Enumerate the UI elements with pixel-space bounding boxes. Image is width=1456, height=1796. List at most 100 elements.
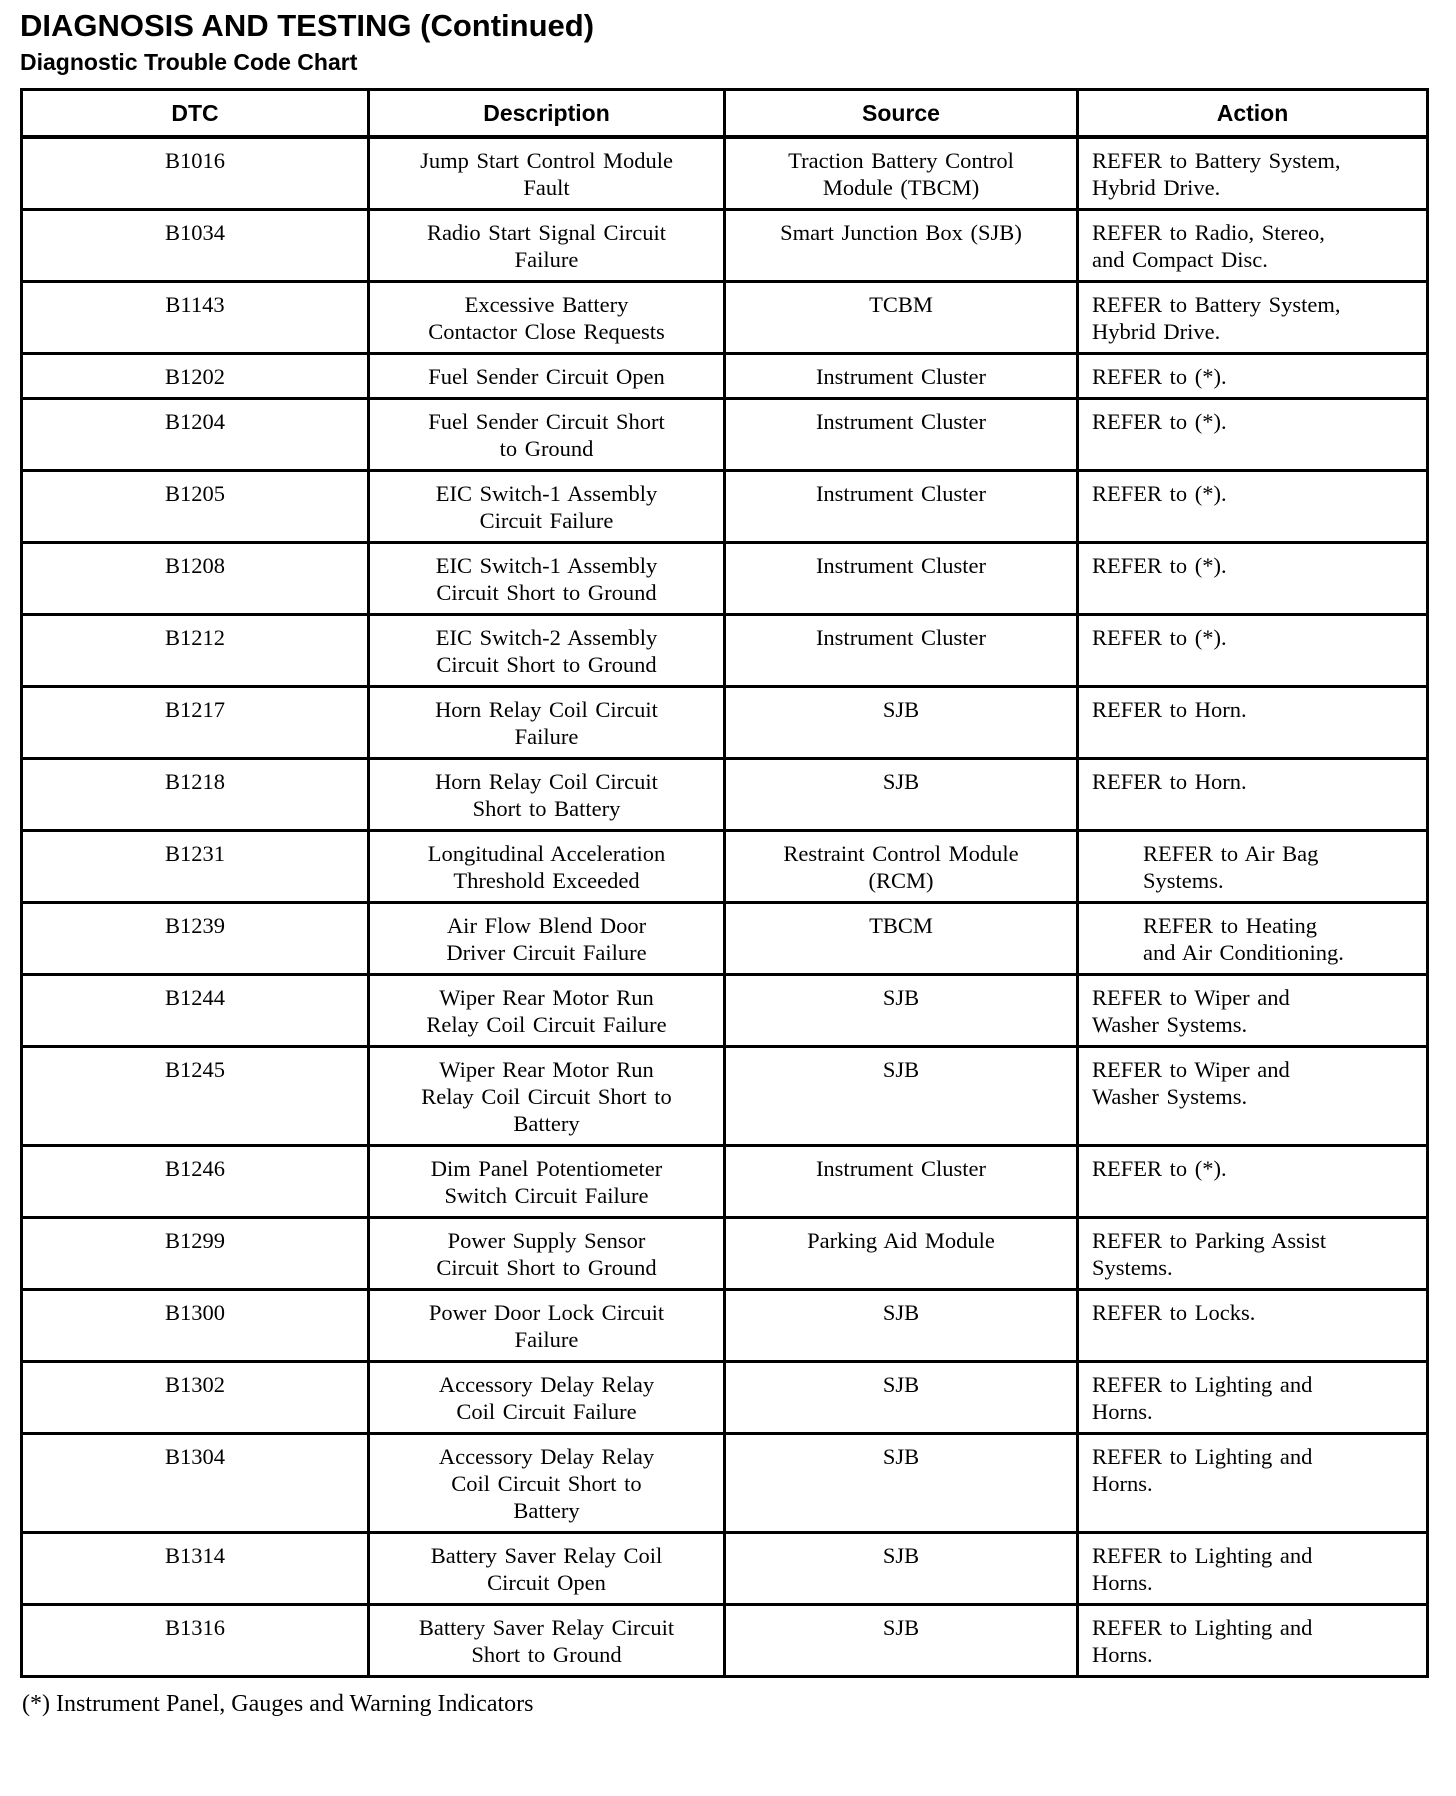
dtc-code-cell: B1244 [20,973,370,1048]
action-cell: REFER to Lighting and Horns. [1076,1432,1429,1534]
source-cell: Smart Junction Box (SJB) [723,208,1079,283]
dtc-code-cell: B1231 [20,829,370,904]
action-cell: REFER to Heating and Air Conditioning. [1076,901,1429,976]
description-cell: Longitudinal Acceleration Threshold Exce… [367,829,726,904]
description-cell: EIC Switch-1 Assembly Circuit Short to G… [367,541,726,616]
description-cell: Wiper Rear Motor Run Relay Coil Circuit … [367,1045,726,1147]
source-cell: TCBM [723,280,1079,355]
table-row: B1205 EIC Switch-1 Assembly Circuit Fail… [20,469,1429,544]
source-cell: SJB [723,1288,1079,1363]
description-cell: Excessive Battery Contactor Close Reques… [367,280,726,355]
description-cell: Accessory Delay Relay Coil Circuit Short… [367,1432,726,1534]
dtc-code-cell: B1246 [20,1144,370,1219]
table-row: B1300 Power Door Lock Circuit Failure SJ… [20,1288,1429,1363]
column-header-action: Action [1076,88,1429,139]
table-body: B1016 Jump Start Control Module Fault Tr… [20,135,1429,1678]
source-cell: Instrument Cluster [723,352,1079,400]
description-cell: EIC Switch-2 Assembly Circuit Short to G… [367,613,726,688]
action-cell: REFER to Horn. [1076,685,1429,760]
source-cell: SJB [723,1360,1079,1435]
source-cell: SJB [723,1603,1079,1678]
source-cell: Traction Battery Control Module (TBCM) [723,135,1079,211]
action-cell: REFER to (*). [1076,469,1429,544]
table-row: B1143 Excessive Battery Contactor Close … [20,280,1429,355]
source-cell: SJB [723,1045,1079,1147]
dtc-code-cell: B1218 [20,757,370,832]
source-cell: Instrument Cluster [723,613,1079,688]
action-cell: REFER to Lighting and Horns. [1076,1603,1429,1678]
page-title: DIAGNOSIS AND TESTING (Continued) [20,8,595,43]
dtc-code-cell: B1302 [20,1360,370,1435]
dtc-code-cell: B1299 [20,1216,370,1291]
table-row: B1246 Dim Panel Potentiometer Switch Cir… [20,1144,1429,1219]
action-cell: REFER to Radio, Stereo, and Compact Disc… [1076,208,1429,283]
column-header-source: Source [723,88,1079,139]
table-row: B1231 Longitudinal Acceleration Threshol… [20,829,1429,904]
source-cell: SJB [723,685,1079,760]
action-cell: REFER to Air Bag Systems. [1076,829,1429,904]
column-header-dtc: DTC [20,88,370,139]
description-cell: Accessory Delay Relay Coil Circuit Failu… [367,1360,726,1435]
dtc-code-cell: B1204 [20,397,370,472]
description-cell: Horn Relay Coil Circuit Short to Battery [367,757,726,832]
action-cell: REFER to Battery System, Hybrid Drive. [1076,280,1429,355]
dtc-code-cell: B1314 [20,1531,370,1606]
table-row: B1239 Air Flow Blend Door Driver Circuit… [20,901,1429,976]
table-row: B1212 EIC Switch-2 Assembly Circuit Shor… [20,613,1429,688]
footnote: (*) Instrument Panel, Gauges and Warning… [22,1691,534,1717]
dtc-code-cell: B1316 [20,1603,370,1678]
action-cell: REFER to Lighting and Horns. [1076,1360,1429,1435]
action-cell: REFER to Wiper and Washer Systems. [1076,1045,1429,1147]
source-cell: Restraint Control Module (RCM) [723,829,1079,904]
description-cell: Horn Relay Coil Circuit Failure [367,685,726,760]
source-cell: TBCM [723,901,1079,976]
diagnostic-trouble-code-table: DTC Description Source Action B1016 Jump… [20,88,1429,1678]
description-cell: Power Supply Sensor Circuit Short to Gro… [367,1216,726,1291]
action-cell: REFER to (*). [1076,613,1429,688]
dtc-code-cell: B1205 [20,469,370,544]
source-cell: SJB [723,973,1079,1048]
table-row: B1034 Radio Start Signal Circuit Failure… [20,208,1429,283]
description-cell: Radio Start Signal Circuit Failure [367,208,726,283]
table-row: B1244 Wiper Rear Motor Run Relay Coil Ci… [20,973,1429,1048]
action-cell: REFER to Parking Assist Systems. [1076,1216,1429,1291]
description-cell: Battery Saver Relay Circuit Short to Gro… [367,1603,726,1678]
source-cell: SJB [723,1432,1079,1534]
table-row: B1208 EIC Switch-1 Assembly Circuit Shor… [20,541,1429,616]
table-row: B1304 Accessory Delay Relay Coil Circuit… [20,1432,1429,1534]
table-row: B1245 Wiper Rear Motor Run Relay Coil Ci… [20,1045,1429,1147]
dtc-code-cell: B1239 [20,901,370,976]
action-cell: REFER to Battery System, Hybrid Drive. [1076,135,1429,211]
table-row: B1016 Jump Start Control Module Fault Tr… [20,135,1429,211]
dtc-code-cell: B1217 [20,685,370,760]
action-cell: REFER to (*). [1076,397,1429,472]
dtc-code-cell: B1300 [20,1288,370,1363]
action-cell: REFER to Lighting and Horns. [1076,1531,1429,1606]
description-cell: Fuel Sender Circuit Short to Ground [367,397,726,472]
action-cell: REFER to (*). [1076,352,1429,400]
dtc-code-cell: B1304 [20,1432,370,1534]
source-cell: Instrument Cluster [723,1144,1079,1219]
description-cell: Wiper Rear Motor Run Relay Coil Circuit … [367,973,726,1048]
source-cell: Instrument Cluster [723,469,1079,544]
description-cell: EIC Switch-1 Assembly Circuit Failure [367,469,726,544]
dtc-code-cell: B1143 [20,280,370,355]
table-row: B1202 Fuel Sender Circuit Open Instrumen… [20,352,1429,400]
dtc-code-cell: B1016 [20,135,370,211]
column-header-description: Description [367,88,726,139]
description-cell: Battery Saver Relay Coil Circuit Open [367,1531,726,1606]
dtc-code-cell: B1245 [20,1045,370,1147]
description-cell: Jump Start Control Module Fault [367,135,726,211]
source-cell: SJB [723,757,1079,832]
action-cell: REFER to Horn. [1076,757,1429,832]
description-cell: Dim Panel Potentiometer Switch Circuit F… [367,1144,726,1219]
table-row: B1316 Battery Saver Relay Circuit Short … [20,1603,1429,1678]
table-row: B1217 Horn Relay Coil Circuit Failure SJ… [20,685,1429,760]
action-cell: REFER to (*). [1076,1144,1429,1219]
table-header: DTC Description Source Action [20,88,1429,139]
table-row: B1218 Horn Relay Coil Circuit Short to B… [20,757,1429,832]
table-row: B1302 Accessory Delay Relay Coil Circuit… [20,1360,1429,1435]
table-row: B1204 Fuel Sender Circuit Short to Groun… [20,397,1429,472]
manual-page: DIAGNOSIS AND TESTING (Continued) Diagno… [20,8,1429,1717]
dtc-code-cell: B1212 [20,613,370,688]
